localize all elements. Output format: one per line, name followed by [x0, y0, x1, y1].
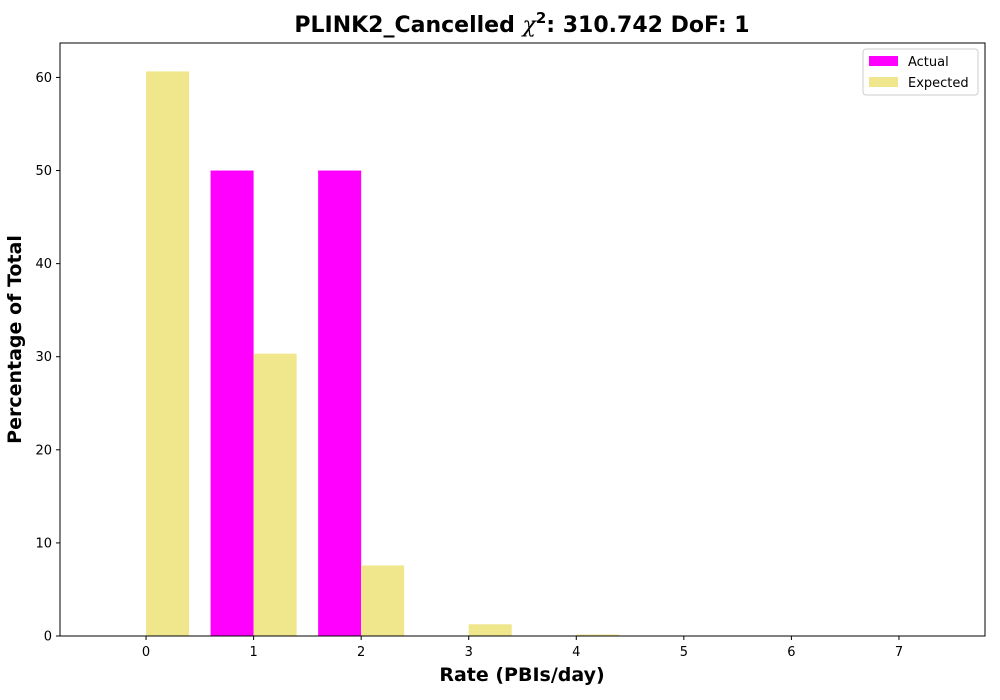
- x-tick-label: 2: [357, 645, 365, 660]
- x-tick-label: 0: [142, 645, 150, 660]
- x-tick-label: 7: [895, 645, 903, 660]
- x-tick-label: 5: [680, 645, 688, 660]
- y-tick-label: 0: [44, 630, 52, 645]
- y-tick-label: 10: [35, 536, 52, 551]
- y-axis-label: Percentage of Total: [4, 235, 26, 444]
- x-tick-label: 6: [787, 645, 795, 660]
- bar-expected-1: [253, 353, 297, 636]
- legend-label-expected: Expected: [908, 76, 969, 91]
- y-axis-ticks: 0 10 20 30 40 50 60: [35, 71, 60, 645]
- x-tick-label: 1: [249, 645, 257, 660]
- bar-expected-2: [361, 565, 405, 636]
- bar-actual-1: [210, 170, 254, 637]
- y-tick-label: 40: [35, 257, 52, 272]
- bar-expected-4: [576, 634, 620, 636]
- bar-expected-3: [468, 624, 512, 636]
- bars-layer: [146, 71, 727, 637]
- x-axis-ticks: 0 1 2 3 4 5 6 7: [142, 636, 903, 660]
- x-tick-label: 3: [465, 645, 473, 660]
- y-tick-label: 20: [35, 443, 52, 458]
- legend-swatch-actual: [869, 56, 898, 66]
- plot-frame: [59, 42, 986, 637]
- bar-actual-2: [318, 170, 362, 637]
- x-tick-label: 4: [572, 645, 580, 660]
- chart-title: PLINK2_Cancelled χ2: 310.742 DoF: 1: [294, 9, 749, 38]
- y-tick-label: 30: [35, 350, 52, 365]
- y-tick-label: 60: [35, 71, 52, 86]
- legend: Actual Expected: [862, 48, 979, 96]
- y-tick-label: 50: [35, 164, 52, 179]
- bar-expected-0: [146, 71, 190, 636]
- x-axis-label: Rate (PBIs/day): [439, 664, 604, 686]
- legend-label-actual: Actual: [908, 55, 949, 70]
- legend-swatch-expected: [869, 77, 898, 87]
